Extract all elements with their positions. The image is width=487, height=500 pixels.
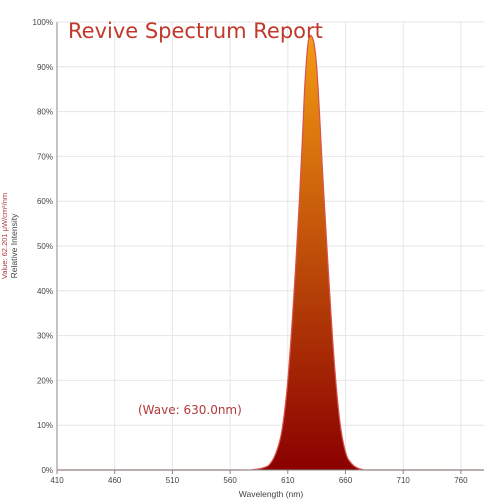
y-tick-label: 90% <box>37 63 53 72</box>
y-tick-label: 10% <box>37 421 53 430</box>
side-value-label: Value: 62.201 μW/cm²/nm <box>0 193 9 279</box>
x-tick-label: 510 <box>166 476 180 485</box>
x-tick-label: 460 <box>108 476 122 485</box>
y-tick-label: 20% <box>37 376 53 385</box>
peak-wave-annotation: (Wave: 630.0nm) <box>138 403 242 417</box>
y-tick-label: 50% <box>37 242 53 251</box>
y-tick-label: 40% <box>37 287 53 296</box>
x-tick-label: 410 <box>50 476 64 485</box>
spectrum-area-layer <box>57 34 484 471</box>
axes <box>56 22 484 474</box>
x-tick-label: 660 <box>339 476 353 485</box>
x-tick-label: 710 <box>397 476 411 485</box>
x-tick-label: 610 <box>281 476 295 485</box>
x-tick-label: 760 <box>454 476 468 485</box>
x-axis-title: Wavelength (nm) <box>239 489 304 499</box>
y-tick-label: 60% <box>37 197 53 206</box>
spectrum-area <box>57 35 484 470</box>
y-tick-label: 80% <box>37 108 53 117</box>
y-tick-label: 100% <box>33 18 53 27</box>
gridlines <box>56 21 484 471</box>
y-tick-labels: 0% 10% 20% 30% 40% 50% 60% 70% 80% 90% 100% <box>33 18 53 475</box>
y-tick-label: 0% <box>41 466 53 475</box>
x-tick-label: 560 <box>223 476 237 485</box>
y-axis-title: Relative Intensity <box>9 213 19 278</box>
x-tick-labels: 410 460 510 560 610 660 710 760 <box>50 476 468 485</box>
y-tick-label: 30% <box>37 332 53 341</box>
spectrum-line <box>57 34 484 471</box>
chart-title: Revive Spectrum Report <box>68 19 323 43</box>
y-tick-label: 70% <box>37 152 53 161</box>
